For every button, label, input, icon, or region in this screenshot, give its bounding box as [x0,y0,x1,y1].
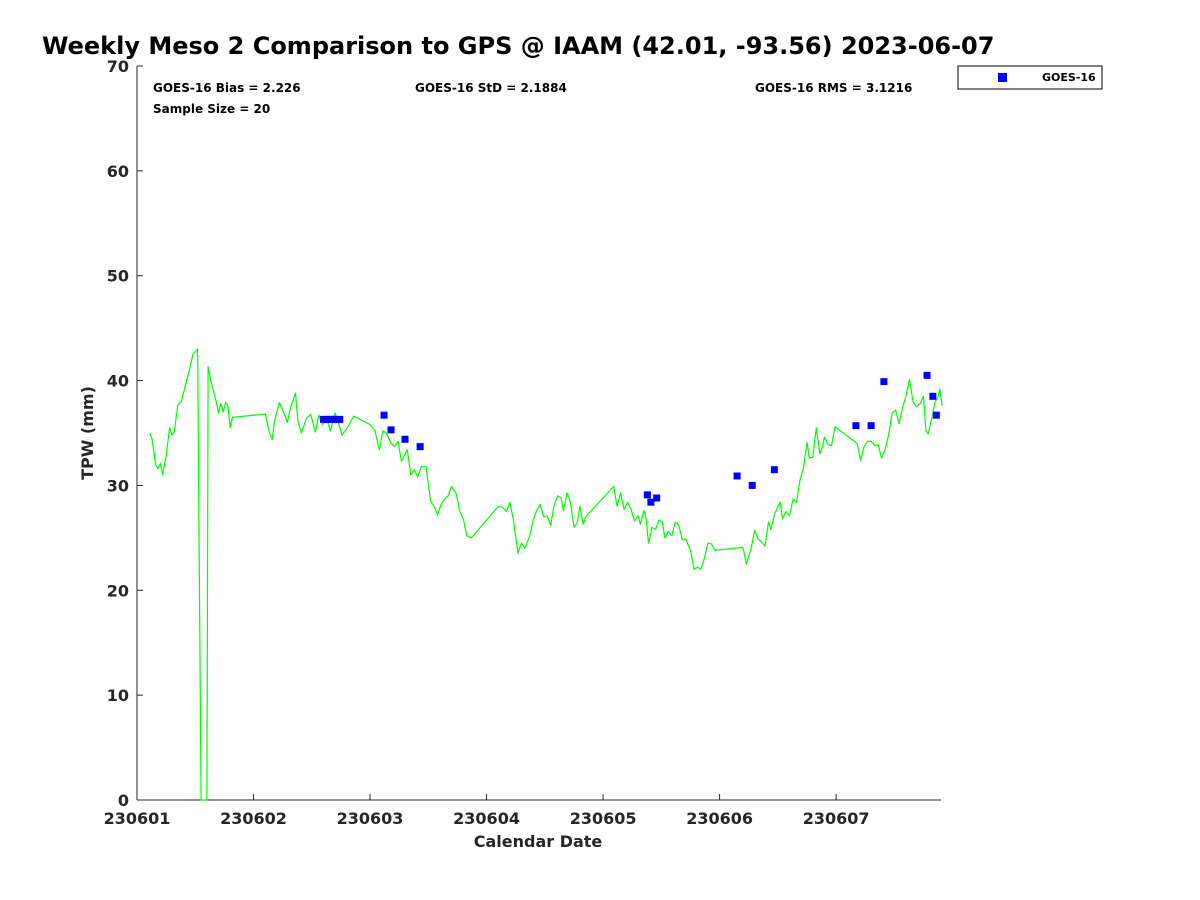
axes-box [137,66,941,800]
goes16-point [653,494,661,502]
goes16-point [647,498,655,506]
goes16-point [380,411,388,419]
y-tick-label: 70 [107,57,129,76]
goes16-point [387,426,395,434]
goes16-series [319,371,940,506]
bias-stat: GOES-16 Bias = 2.226 [153,81,301,95]
gps-series-line [149,348,943,801]
legend-marker [998,73,1007,82]
y-tick-label: 30 [107,476,129,495]
goes16-point [733,472,741,480]
rms-stat: GOES-16 RMS = 3.1216 [755,81,912,95]
x-tick-label: 230604 [453,809,520,828]
goes16-point [852,422,860,430]
y-tick-label: 60 [107,162,129,181]
goes16-point [929,392,937,400]
goes16-point [331,415,339,423]
x-axis-label: Calendar Date [474,832,603,851]
legend-label: GOES-16 [1042,71,1096,84]
goes16-point [748,481,756,489]
plot-area: 0 10 20 30 40 50 60 70 230601 230602 230603 230604… [104,57,943,828]
y-axis-label: TPW (mm) [78,386,97,480]
goes16-point [401,435,409,443]
x-tick-label: 230602 [220,809,287,828]
goes16-point [770,466,778,474]
sample-size-stat: Sample Size = 20 [153,102,270,116]
chart-title: Weekly Meso 2 Comparison to GPS @ IAAM (… [42,32,994,60]
y-tick-label: 20 [107,581,129,600]
x-tick-label: 230607 [803,809,870,828]
x-tick-label: 230606 [686,809,753,828]
y-tick-label: 50 [107,267,129,286]
x-tick-label: 230603 [337,809,404,828]
gps-series [149,348,943,801]
goes16-point [923,371,931,379]
y-tick-label: 10 [107,686,129,705]
std-stat: GOES-16 StD = 2.1884 [415,81,567,95]
y-tick-label: 40 [107,372,129,391]
goes16-point [643,491,651,499]
goes16-point [416,443,424,451]
x-tick-label: 230605 [570,809,637,828]
goes16-point [880,378,888,386]
goes16-point [932,411,940,419]
legend-box [957,65,1103,90]
y-tick-label: 0 [118,791,129,810]
x-ticks: 230601 230602 230603 230604 230605 230606 2306… [104,794,870,828]
goes16-point [336,415,344,423]
x-tick-label: 230601 [104,809,171,828]
goes16-point [319,415,327,423]
goes16-point [867,422,875,430]
legend: GOES-16 [957,65,1103,90]
y-ticks: 0 10 20 30 40 50 60 70 [107,57,143,810]
